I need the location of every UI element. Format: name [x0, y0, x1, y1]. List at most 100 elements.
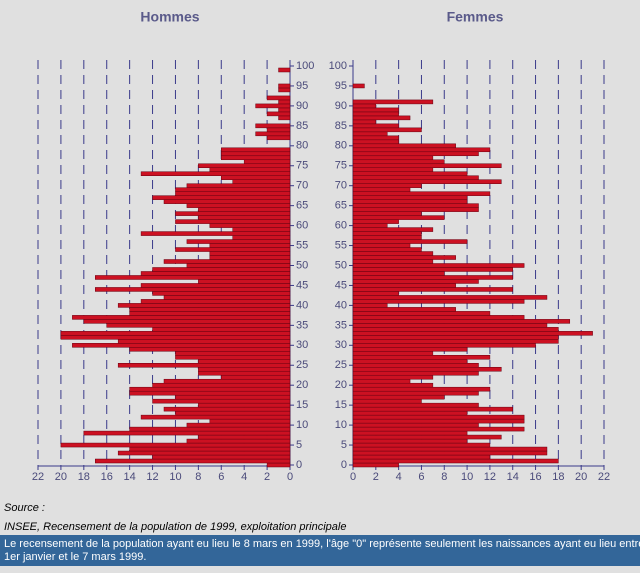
bar	[352, 103, 377, 109]
bar	[163, 199, 291, 204]
chart-title: Hommes	[140, 9, 199, 25]
bar	[186, 422, 291, 428]
y-tick-label: 50	[296, 259, 308, 271]
bar	[352, 386, 491, 392]
bar	[95, 287, 291, 292]
bar	[163, 378, 291, 384]
bar	[60, 331, 291, 336]
bar	[352, 123, 399, 129]
y-tick-label: 100	[296, 60, 314, 72]
bar	[198, 359, 291, 364]
bar	[352, 239, 468, 244]
bar	[352, 255, 456, 260]
bar	[352, 370, 479, 376]
bar	[95, 458, 291, 464]
bar	[352, 402, 479, 408]
footnote: Le recensement de la population ayant eu…	[4, 538, 640, 550]
y-tick-label: 35	[335, 319, 347, 331]
x-tick-label: 14	[507, 471, 519, 483]
bar	[152, 398, 291, 404]
y-tick-label: 30	[335, 339, 347, 351]
bar	[352, 279, 479, 284]
x-tick-label: 4	[241, 471, 247, 483]
bar	[352, 442, 491, 448]
bar	[352, 414, 525, 420]
bar	[352, 446, 548, 452]
bar	[198, 434, 291, 440]
bar	[198, 279, 291, 284]
source: INSEE, Recensement de la population de 1…	[4, 521, 346, 533]
y-tick-label: 35	[296, 319, 308, 331]
bar	[352, 454, 491, 460]
bar	[352, 275, 513, 280]
bar	[278, 67, 291, 73]
bar	[140, 299, 291, 304]
bar	[352, 430, 468, 436]
bar	[60, 442, 291, 448]
x-tick-label: 10	[461, 471, 473, 483]
bar	[278, 115, 291, 121]
y-tick-label: 5	[296, 439, 302, 451]
bar	[352, 139, 399, 145]
bar	[352, 183, 422, 188]
bar	[352, 155, 434, 161]
bar	[152, 195, 291, 200]
bar	[129, 307, 291, 312]
x-tick-label: 16	[529, 471, 541, 483]
bar	[198, 366, 291, 372]
bar	[72, 343, 291, 348]
bar	[175, 355, 291, 360]
chart-title: Femmes	[447, 9, 504, 25]
bar	[352, 359, 468, 364]
bar	[352, 406, 513, 412]
y-tick-label: 65	[335, 200, 347, 212]
y-tick-label: 45	[335, 279, 347, 291]
bar	[60, 335, 291, 340]
y-tick-label: 40	[296, 299, 308, 311]
y-tick-label: 70	[335, 180, 347, 192]
bar	[232, 235, 291, 240]
y-tick-label: 90	[335, 100, 347, 112]
bar	[352, 263, 525, 268]
bar	[352, 231, 422, 236]
x-tick-label: 22	[32, 471, 44, 483]
bar	[95, 275, 291, 280]
footnote-box	[0, 535, 640, 566]
bar	[352, 398, 422, 404]
y-tick-label: 5	[341, 439, 347, 451]
bar	[175, 187, 291, 192]
source-label: Source :	[4, 502, 45, 514]
x-tick-label: 4	[396, 471, 402, 483]
bar	[352, 215, 445, 220]
bar	[140, 231, 291, 236]
bar	[243, 159, 291, 165]
bar	[232, 179, 291, 184]
bar	[352, 135, 399, 141]
bar	[352, 426, 525, 432]
bar	[352, 382, 434, 388]
y-tick-label: 15	[335, 399, 347, 411]
bar	[221, 147, 291, 153]
bar	[352, 243, 411, 248]
y-tick-label: 60	[335, 220, 347, 232]
y-tick-label: 0	[296, 459, 302, 471]
bar	[352, 167, 434, 172]
bar	[221, 175, 291, 180]
bar	[152, 291, 291, 296]
bar	[221, 151, 291, 157]
bar	[352, 295, 548, 300]
bar	[352, 247, 422, 252]
y-tick-label: 15	[296, 399, 308, 411]
bar	[278, 99, 291, 105]
y-tick-label: 70	[296, 180, 308, 192]
bar	[352, 127, 422, 133]
bar	[163, 259, 291, 264]
y-tick-label: 10	[335, 419, 347, 431]
bar	[352, 418, 525, 424]
y-tick-label: 55	[296, 239, 308, 251]
bar	[352, 283, 456, 288]
bar	[209, 251, 291, 256]
bar	[352, 179, 502, 184]
bar	[352, 315, 525, 320]
bar	[352, 323, 548, 328]
